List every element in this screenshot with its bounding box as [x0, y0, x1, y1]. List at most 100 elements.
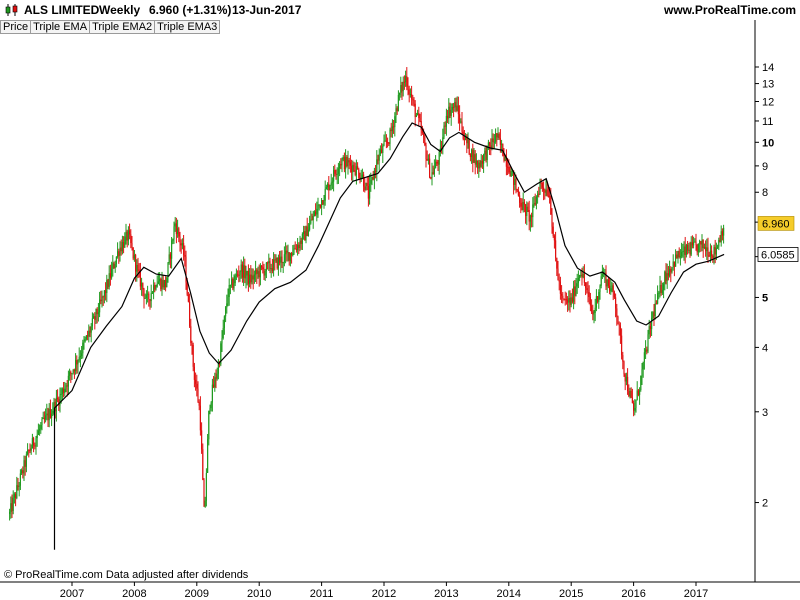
candle-body: [495, 133, 497, 142]
candle-body: [51, 413, 53, 418]
candle-body: [82, 342, 84, 354]
candle-body: [645, 349, 647, 353]
candle-body: [697, 243, 699, 253]
candle-body: [696, 245, 698, 253]
candle-body: [233, 283, 235, 289]
candle-body: [624, 374, 626, 382]
candle-body: [607, 279, 609, 286]
candle-body: [629, 390, 631, 397]
candle-body: [591, 305, 593, 312]
candle-body: [88, 330, 90, 337]
candle-body: [397, 94, 399, 112]
candle-body: [124, 236, 126, 248]
candle-body: [503, 155, 505, 161]
candle-body: [459, 114, 461, 123]
x-tick-label: 2015: [559, 588, 583, 600]
candle-body: [196, 383, 198, 389]
candle-body: [95, 308, 97, 320]
candle-body: [670, 268, 672, 273]
candle-body: [581, 274, 583, 278]
candle-body: [407, 86, 409, 90]
candle-body: [564, 299, 566, 301]
candle-body: [291, 253, 293, 256]
candle-body: [453, 106, 455, 108]
candle-body: [388, 142, 390, 144]
candle-body: [708, 255, 710, 257]
tab-triple-ema[interactable]: Triple EMA: [30, 20, 91, 34]
candle-body: [250, 274, 252, 283]
candle-body: [543, 187, 545, 191]
candle-body: [567, 299, 569, 303]
x-tick-label: 2014: [497, 588, 521, 600]
candle-body: [537, 193, 539, 197]
candle-body: [117, 251, 119, 257]
candle-body: [119, 247, 121, 256]
candle-body: [309, 223, 311, 230]
tab-triple-ema2[interactable]: Triple EMA2: [89, 20, 156, 34]
candle-body: [346, 156, 348, 166]
candle-body: [171, 240, 173, 259]
candle-body: [341, 159, 343, 166]
candle-body: [467, 139, 469, 144]
candle-body: [641, 369, 643, 376]
candle-body: [465, 136, 467, 140]
candle-body: [490, 145, 492, 149]
candle-body: [292, 253, 294, 256]
candle-body: [526, 206, 528, 216]
candle-body: [553, 235, 555, 241]
candle-body: [137, 265, 139, 270]
candle-body: [438, 152, 440, 165]
candle-body: [549, 195, 551, 197]
candle-body: [288, 252, 290, 261]
candle-body: [685, 244, 687, 255]
candle-body: [625, 376, 627, 382]
candle-body: [321, 200, 323, 208]
candle-body: [125, 231, 127, 237]
candle-body: [689, 249, 691, 255]
candle-body: [613, 291, 615, 298]
candle-body: [483, 154, 485, 164]
tab-price[interactable]: Price: [0, 20, 32, 34]
candle-body: [163, 280, 165, 288]
candle-body: [240, 264, 242, 272]
candle-body: [683, 246, 685, 252]
candle-body: [417, 113, 419, 116]
candle-body: [43, 417, 45, 420]
candle-body: [351, 165, 353, 173]
candle-body: [131, 243, 133, 248]
candle-body: [226, 303, 228, 308]
footer-note: © ProRealTime.com Data adjusted after di…: [4, 569, 249, 581]
candle-body: [432, 172, 434, 175]
candle-body: [120, 247, 122, 252]
candle-body: [604, 272, 606, 274]
candle-body: [13, 494, 15, 498]
candle-body: [679, 256, 681, 258]
candle-body: [28, 450, 30, 452]
candle-body: [35, 438, 37, 447]
candle-body: [211, 384, 213, 403]
candle-body: [675, 254, 677, 267]
candle-body: [214, 377, 216, 388]
candle-body: [429, 158, 431, 178]
candle-body: [364, 186, 366, 191]
candle-body: [63, 388, 65, 393]
candle-body: [605, 272, 607, 287]
candle-body: [423, 133, 425, 137]
candle-body: [443, 125, 445, 138]
site-link[interactable]: www.ProRealTime.com: [664, 3, 797, 17]
candle-body: [52, 410, 54, 414]
tab-triple-ema3[interactable]: Triple EMA3: [154, 20, 221, 34]
candle-body: [220, 343, 222, 365]
candle-body: [561, 293, 563, 296]
candle-body: [231, 278, 233, 285]
candle-body: [701, 239, 703, 245]
candle-body: [383, 140, 385, 146]
candle-body: [166, 277, 168, 288]
candle-body: [199, 405, 201, 431]
candle-body: [160, 278, 162, 290]
candle-body: [312, 216, 314, 221]
candle-body: [208, 410, 210, 440]
candle-body: [665, 271, 667, 281]
candle-body: [667, 273, 669, 276]
